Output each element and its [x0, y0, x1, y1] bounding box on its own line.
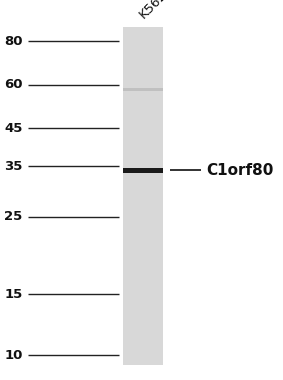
Text: 45: 45: [4, 122, 23, 135]
Text: K562: K562: [137, 0, 170, 21]
Bar: [123, 27, 163, 365]
Text: 60: 60: [4, 78, 23, 91]
Bar: [123, 88, 163, 91]
Text: 35: 35: [4, 160, 23, 173]
Text: 15: 15: [5, 288, 23, 301]
Text: 25: 25: [5, 211, 23, 223]
Text: C1orf80: C1orf80: [207, 163, 274, 178]
Text: 10: 10: [4, 349, 23, 362]
Text: 80: 80: [4, 35, 23, 48]
Bar: [123, 168, 163, 173]
